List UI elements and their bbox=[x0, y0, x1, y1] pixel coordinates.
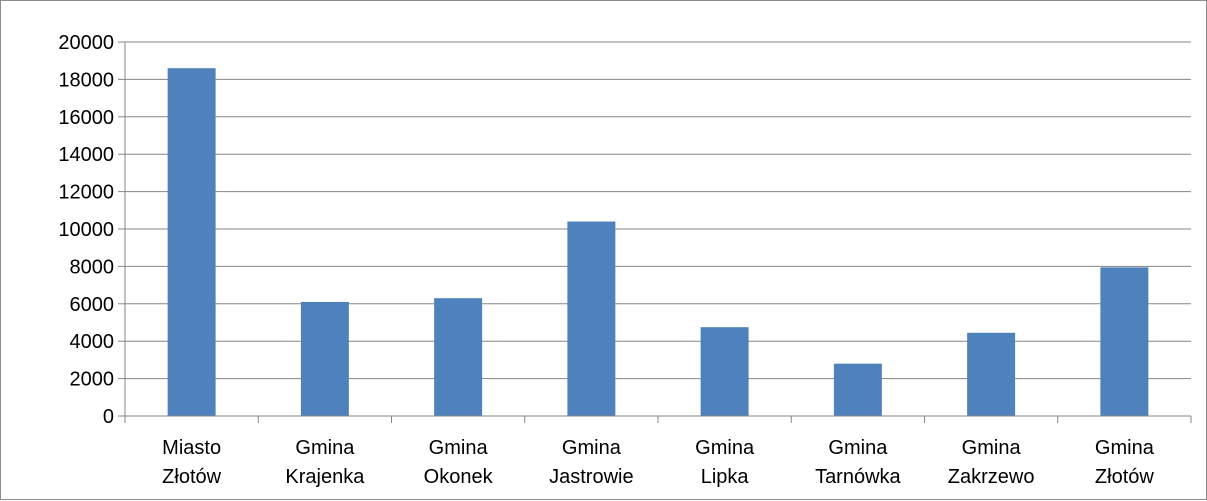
x-category-label-line: Złotów bbox=[1095, 466, 1154, 488]
x-category-label-line: Gmina bbox=[828, 437, 888, 459]
y-tick-label: 16000 bbox=[58, 107, 114, 129]
bar bbox=[967, 332, 1016, 416]
x-category-label-line: Zakrzewo bbox=[948, 466, 1035, 488]
x-category-label-line: Gmina bbox=[695, 437, 755, 459]
x-category-label: Gmina Jastrowie bbox=[549, 437, 633, 488]
x-category-label: Gmina Zakrzewo bbox=[948, 437, 1035, 488]
bar bbox=[167, 68, 216, 417]
x-category-label-line: Krajenka bbox=[285, 466, 365, 488]
x-category-label-line: Miasto bbox=[162, 437, 221, 459]
x-category-label: Gmina Złotów bbox=[1095, 437, 1155, 488]
y-tick-label: 6000 bbox=[70, 294, 115, 316]
axes bbox=[118, 41, 1192, 423]
x-category-label-line: Gmina bbox=[295, 437, 355, 459]
x-category-label-line: Złotów bbox=[162, 466, 221, 488]
y-tick-label: 12000 bbox=[58, 182, 114, 204]
x-category-label-line: Jastrowie bbox=[549, 466, 633, 488]
x-category-label-line: Tarnówka bbox=[815, 466, 901, 488]
x-category-label: Miasto Złotów bbox=[162, 437, 221, 488]
y-tick-label: 10000 bbox=[58, 219, 114, 241]
y-tick-labels: 0 2000 4000 6000 8000 10000 12000 14000 16000 180… bbox=[58, 32, 114, 428]
x-category-label-line: Lipka bbox=[701, 466, 750, 488]
x-category-label-line: Gmina bbox=[562, 437, 622, 459]
bar bbox=[1100, 267, 1149, 416]
x-category-label: Gmina Okonek bbox=[424, 437, 494, 488]
x-category-label: Gmina Tarnówka bbox=[815, 437, 901, 488]
gridlines bbox=[125, 41, 1191, 380]
y-tick-label: 4000 bbox=[70, 331, 115, 353]
bar bbox=[567, 221, 616, 416]
x-category-label-line: Gmina bbox=[1095, 437, 1155, 459]
bar bbox=[833, 363, 882, 416]
y-tick-label: 20000 bbox=[58, 32, 114, 54]
bar bbox=[434, 298, 483, 416]
x-category-label-line: Gmina bbox=[429, 437, 489, 459]
y-tick-label: 8000 bbox=[70, 256, 115, 278]
x-category-label: Gmina Krajenka bbox=[285, 437, 365, 488]
y-tick-label: 2000 bbox=[70, 369, 115, 391]
y-tick-label: 0 bbox=[103, 406, 114, 428]
x-category-label: Gmina Lipka bbox=[695, 437, 755, 488]
x-category-label-line: Gmina bbox=[962, 437, 1022, 459]
y-tick-label: 18000 bbox=[58, 69, 114, 91]
y-tick-label: 14000 bbox=[58, 144, 114, 166]
bar bbox=[700, 327, 749, 416]
x-category-label-line: Okonek bbox=[424, 466, 494, 488]
bars bbox=[167, 68, 1149, 417]
bar bbox=[300, 301, 349, 416]
